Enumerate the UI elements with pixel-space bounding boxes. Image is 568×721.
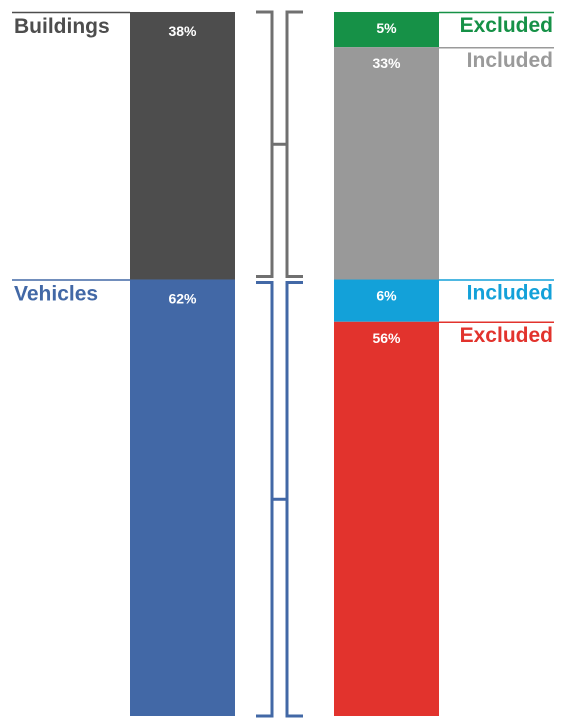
segment-vehicles-included — [334, 279, 439, 322]
segment-label-buildings-included: Included — [467, 49, 553, 72]
category-label-buildings: Buildings — [14, 15, 110, 38]
bar-buildings — [130, 12, 235, 280]
bracket-left-buildings — [256, 10, 274, 279]
bar-value-label-buildings: 38% — [168, 23, 197, 39]
segment-label-vehicles-included: Included — [467, 282, 553, 305]
segment-vehicles-excluded — [334, 321, 439, 716]
segment-label-buildings-excluded: Excluded — [460, 14, 553, 37]
segment-value-label-vehicles-included: 6% — [376, 288, 397, 304]
bracket-left-vehicles — [256, 281, 274, 718]
segment-value-label-buildings-excluded: 5% — [376, 20, 397, 36]
bracket-right-buildings — [285, 10, 303, 279]
category-label-vehicles: Vehicles — [14, 283, 98, 306]
bar-value-label-vehicles: 62% — [168, 291, 197, 307]
bracket-right-vehicles — [285, 281, 303, 718]
segment-buildings-excluded — [334, 12, 439, 48]
segment-value-label-buildings-included: 33% — [372, 55, 401, 71]
segment-value-label-vehicles-excluded: 56% — [372, 330, 401, 346]
segment-buildings-included — [334, 47, 439, 280]
segment-label-vehicles-excluded: Excluded — [460, 324, 553, 347]
bar-vehicles — [130, 279, 235, 716]
